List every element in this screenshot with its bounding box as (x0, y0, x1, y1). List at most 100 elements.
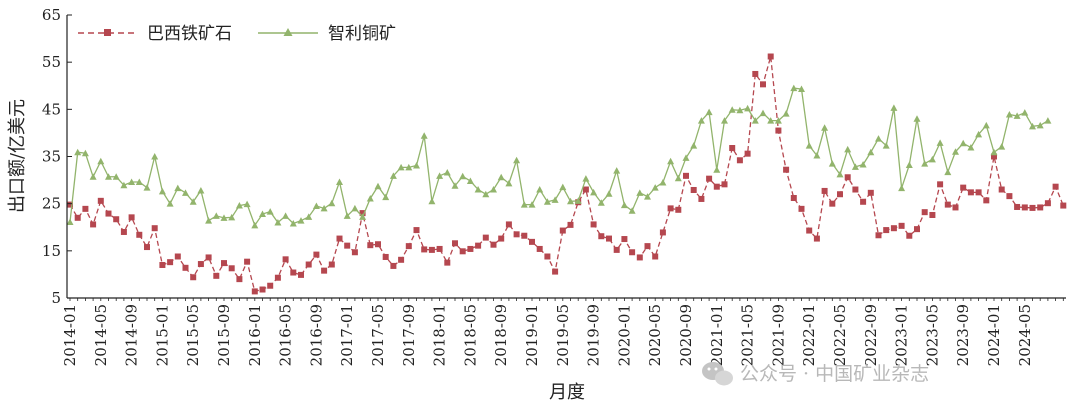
data-point (359, 213, 367, 220)
data-point (136, 231, 143, 238)
data-point (236, 276, 243, 283)
x-axis-label: 月度 (549, 382, 585, 403)
data-point (174, 253, 181, 260)
data-point (883, 227, 890, 234)
data-point (143, 184, 151, 191)
data-point (1044, 117, 1052, 124)
data-point (552, 268, 559, 275)
x-tick-label: 2017-01 (338, 304, 356, 366)
legend: 巴西铁矿石 智利铜矿 (78, 24, 396, 44)
data-point (991, 153, 997, 160)
data-point (767, 53, 774, 60)
data-point (667, 157, 675, 165)
data-point (1037, 204, 1044, 211)
data-point (397, 163, 405, 171)
data-point (975, 130, 983, 138)
data-point (967, 144, 975, 151)
data-point (313, 251, 320, 258)
data-point (205, 254, 212, 261)
data-point (367, 242, 374, 249)
x-ticks: 2014-01 2014-05 2014-09 2015-01 2015-05 2015-… (61, 298, 1064, 366)
data-point (128, 214, 135, 221)
data-point (713, 166, 721, 173)
data-point (244, 258, 251, 265)
data-point (837, 191, 843, 198)
data-point (605, 190, 613, 197)
data-point (582, 186, 589, 193)
data-point (529, 238, 535, 245)
data-point (644, 193, 651, 200)
data-point (975, 189, 982, 196)
data-point (428, 197, 436, 205)
data-point (251, 221, 259, 229)
data-point (998, 186, 1005, 193)
data-point (937, 181, 944, 188)
data-point (890, 104, 898, 111)
data-point (959, 139, 967, 147)
data-point (860, 198, 867, 205)
x-tick-label: 2019-09 (585, 304, 603, 366)
data-point (928, 155, 936, 163)
data-point (112, 173, 120, 180)
data-point (1060, 202, 1067, 209)
x-tick-label: 2023-05 (923, 304, 941, 366)
data-point (336, 178, 343, 185)
data-point (921, 209, 928, 216)
data-point (674, 174, 682, 182)
data-point (806, 227, 813, 234)
data-point (474, 186, 482, 193)
data-point (821, 187, 828, 194)
data-point (551, 196, 559, 203)
x-tick-label: 2014-01 (61, 304, 79, 366)
data-point (328, 261, 335, 268)
data-point (305, 261, 312, 268)
data-point (574, 197, 582, 204)
data-point (182, 189, 189, 196)
data-point (813, 152, 821, 159)
data-point (520, 201, 528, 208)
data-point (898, 222, 905, 229)
data-point (1021, 204, 1028, 211)
data-point (444, 259, 451, 266)
data-point (628, 207, 636, 214)
series-layer (66, 53, 1067, 295)
data-point (613, 246, 620, 253)
data-point (906, 232, 913, 239)
data-point (1005, 111, 1013, 118)
data-point (697, 117, 705, 124)
data-point (597, 199, 605, 206)
data-point (952, 204, 959, 211)
data-point (490, 186, 497, 193)
data-point (836, 170, 844, 178)
data-point (1006, 193, 1013, 200)
data-point (659, 178, 667, 186)
y-axis-label: 出口额/亿美元 (7, 99, 28, 213)
x-tick-label: 2023-09 (954, 304, 972, 366)
x-tick-label: 2020-05 (646, 304, 664, 366)
data-point (598, 233, 605, 240)
data-point (990, 148, 998, 156)
data-point (120, 228, 127, 235)
data-point (459, 172, 467, 180)
x-tick-label: 2018-05 (461, 304, 479, 366)
data-point (375, 241, 381, 248)
x-tick-label: 2021-09 (769, 304, 787, 366)
x-tick-label: 2018-09 (492, 304, 510, 366)
data-point (528, 201, 536, 208)
data-point (359, 210, 366, 217)
data-point (298, 271, 304, 278)
data-point (998, 143, 1006, 150)
data-point (1052, 183, 1059, 190)
y-tick-label: 25 (42, 195, 61, 213)
data-point (505, 179, 513, 187)
data-point (228, 265, 235, 272)
data-point (274, 219, 282, 226)
data-point (182, 264, 189, 271)
data-point (259, 286, 266, 293)
data-point (390, 262, 397, 269)
data-point (513, 231, 520, 238)
x-tick-label: 2021-01 (708, 304, 726, 366)
data-point (543, 198, 551, 205)
x-tick-label: 2019-05 (554, 304, 572, 366)
data-point (590, 221, 597, 228)
